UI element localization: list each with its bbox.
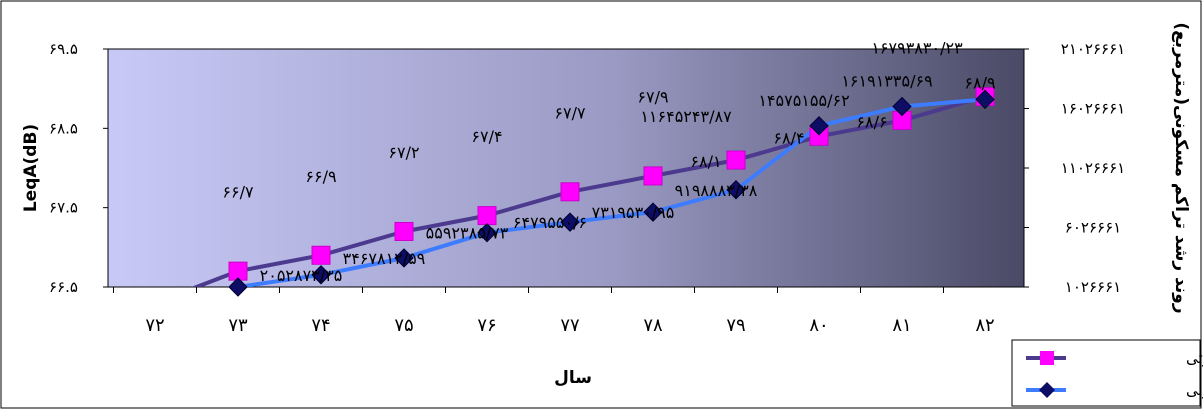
data-label: ۱۶۷۹۳۸۳۰/۲۳ [871, 38, 963, 57]
legend-marker [1040, 351, 1054, 365]
data-label: ۶۸/۶ [856, 112, 887, 131]
series-2-point [311, 265, 331, 285]
data-label: ۶۸/۱ [690, 152, 721, 171]
data-label: ۷۳۱۹۵۳۰/۹۵ [592, 203, 675, 222]
series-2-point [394, 248, 414, 268]
legend-label: آلودگی صوتی [1186, 349, 1203, 367]
series-2-point [477, 222, 497, 243]
series-2-point [726, 180, 746, 200]
data-label: ۲۰۵۲۸۷۳/۳۵ [260, 266, 343, 285]
legend-box [1011, 339, 1201, 407]
series-1-point [311, 245, 331, 265]
series-2-point [975, 89, 995, 110]
plot-area [107, 48, 1025, 288]
extra-data-label: ۱۱۶۴۵۲۴۳/۸۷ [640, 107, 732, 126]
data-label: ۹۱۹۸۸۸۳/۳۸ [675, 181, 758, 200]
series-2-point [228, 277, 248, 297]
x-tick-label: ۸۰ [809, 315, 828, 336]
series-1-point [726, 150, 746, 170]
x-tick-label: ۷۴ [311, 315, 330, 336]
data-label: ۶۸/۹ [964, 74, 995, 93]
series-2-point [809, 116, 829, 136]
data-label: ۶۷/۴ [471, 127, 502, 146]
x-axis-title: سال [554, 368, 592, 388]
data-label: ۳۴۶۷۸۱۲/۵۹ [343, 249, 426, 268]
data-label: ۶۶/۹ [305, 167, 336, 186]
data-label: ۶۶/۷ [222, 183, 254, 202]
x-tick-label: ۸۲ [975, 315, 994, 336]
y-left-tick-label: ۶۶.۵ [49, 278, 78, 296]
series-2-point [643, 202, 663, 222]
x-tick-label: ۷۹ [726, 315, 745, 336]
series-1-point [643, 166, 663, 186]
y-left-tick-label: ۶۷.۵ [49, 199, 78, 217]
data-label: ۱۴۵۷۵۱۵۵/۶۲ [758, 91, 849, 110]
y-right-tick-label: ۶۰۲۶۶۶۱ [1065, 219, 1121, 237]
legend-marker [1039, 382, 1055, 398]
series-1-point [560, 182, 580, 202]
x-tick-label: ۷۳ [228, 315, 248, 336]
y-left-tick-label: ۶۹.۵ [49, 40, 78, 58]
data-label: ۶۴۷۹۵۵۰/۶ [513, 213, 587, 232]
y-right-tick-label: ۱۶۰۲۶۶۶۱ [1061, 100, 1125, 118]
x-tick-label: ۷۲ [145, 315, 164, 336]
data-label: ۶۷/۲ [388, 143, 419, 162]
x-tick-label: ۸۱ [892, 315, 911, 336]
series-1-point [477, 206, 497, 226]
y-right-axis-title: روند رشد تراکم مسکونی(مترمربع) [1171, 22, 1191, 313]
series-1-point [394, 221, 414, 241]
x-tick-label: ۷۷ [560, 315, 580, 336]
y-right-tick-label: ۱۱۰۲۶۶۶۱ [1061, 159, 1125, 177]
x-tick-label: ۷۵ [394, 315, 413, 336]
legend: آلودگی صوتی تراکم مسکونی [1011, 339, 1203, 407]
data-label: ۱۶۱۹۱۳۳۵/۶۹ [841, 72, 932, 91]
series-2-point [560, 212, 580, 232]
data-label: ۵۵۹۲۳۸۵/۷۳ [426, 224, 509, 243]
x-tick-label: ۷۶ [477, 315, 496, 336]
legend-label: تراکم مسکونی [1186, 381, 1203, 399]
x-tick-label: ۷۸ [643, 315, 663, 336]
data-label: ۶۸/۴ [773, 128, 804, 147]
data-label: ۶۷/۹ [637, 88, 668, 107]
series-2-point [892, 96, 912, 117]
data-label: ۶۷/۷ [554, 103, 586, 122]
y-right-tick-label: ۲۱۰۲۶۶۶۱ [1061, 40, 1125, 58]
y-left-tick-label: ۶۸.۵ [49, 119, 78, 137]
y-left-axis-title: LeqA(dB) [21, 124, 41, 212]
y-right-tick-label: ۱۰۲۶۶۶۱ [1065, 278, 1121, 296]
